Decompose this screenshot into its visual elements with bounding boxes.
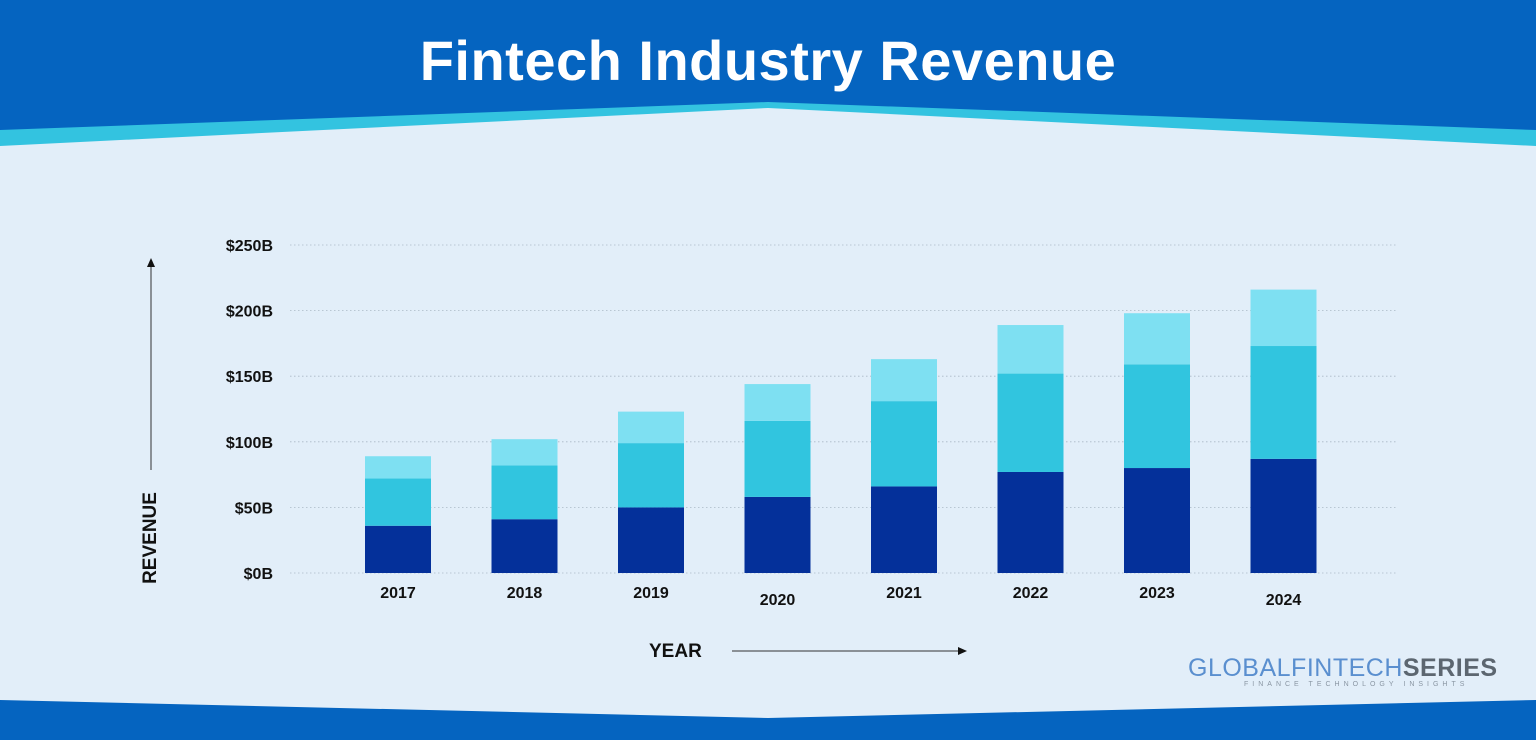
- x-tick-label: 2020: [760, 592, 796, 609]
- bar-segment-top: [491, 439, 558, 466]
- bars: [365, 289, 1317, 573]
- bar-segment-top: [365, 456, 431, 479]
- x-axis-arrow-head: [958, 647, 967, 655]
- x-tick-labels: 2017 2018 2019 2020 2021 2022 2023 2024: [380, 585, 1301, 609]
- brand-logo: GLOBALFINTECHSERIES FINANCE TECHNOLOGY I…: [1188, 654, 1498, 688]
- bar-segment-middle: [1124, 364, 1190, 469]
- y-tick-label: $200B: [226, 304, 273, 321]
- x-tick-label: 2018: [507, 585, 543, 602]
- bar-segment-middle: [871, 401, 937, 487]
- x-tick-label: 2022: [1013, 585, 1049, 602]
- bar-segment-middle: [618, 443, 684, 508]
- gridlines: [290, 244, 1398, 574]
- bar-segment-bottom: [491, 519, 558, 573]
- bar-segment-bottom: [997, 471, 1064, 573]
- bar-segment-middle: [1250, 346, 1317, 459]
- bar-segment-top: [744, 384, 811, 421]
- y-tick-label: $150B: [226, 369, 273, 386]
- bar-segment-bottom: [1124, 468, 1190, 573]
- logo-wordmark: GLOBALFINTECHSERIES: [1188, 654, 1498, 683]
- bar-segment-top: [1124, 313, 1190, 365]
- x-tick-label: 2017: [380, 585, 416, 602]
- bar-segment-top: [618, 411, 684, 444]
- bar-segment-top: [1250, 289, 1317, 347]
- header-band: [0, 0, 1536, 130]
- footer-band: [0, 700, 1536, 740]
- bar-segment-top: [871, 359, 937, 402]
- bar-segment-bottom: [1250, 458, 1317, 573]
- bar-segment-bottom: [365, 525, 431, 573]
- bar-segment-bottom: [744, 496, 811, 573]
- y-tick-label: $0B: [244, 566, 273, 583]
- chart-title: Fintech Industry Revenue: [419, 29, 1117, 92]
- logo-tagline: FINANCE TECHNOLOGY INSIGHTS: [1244, 681, 1469, 688]
- logo-part-2: SERIES: [1402, 654, 1498, 682]
- y-tick-label: $100B: [226, 435, 273, 452]
- x-tick-label: 2024: [1266, 592, 1302, 609]
- x-tick-label: 2019: [633, 585, 669, 602]
- y-tick-labels: $0B $50B $100B $150B $200B $250B: [226, 238, 273, 583]
- y-tick-label: $250B: [226, 238, 273, 255]
- y-tick-label: $50B: [235, 500, 273, 517]
- bar-segment-middle: [744, 420, 811, 497]
- bar-segment-middle: [491, 465, 558, 520]
- bar-segment-middle: [365, 478, 431, 526]
- y-axis-title: REVENUE: [140, 492, 161, 584]
- bar-segment-bottom: [871, 486, 937, 573]
- bar-segment-middle: [997, 373, 1064, 472]
- x-axis-title: YEAR: [649, 641, 702, 662]
- x-tick-label: 2021: [886, 585, 922, 602]
- x-tick-label: 2023: [1139, 585, 1175, 602]
- bar-segment-top: [997, 325, 1064, 374]
- y-axis-arrow-head: [147, 258, 155, 267]
- bar-segment-bottom: [618, 507, 684, 573]
- logo-part-1: GLOBALFINTECH: [1188, 654, 1403, 682]
